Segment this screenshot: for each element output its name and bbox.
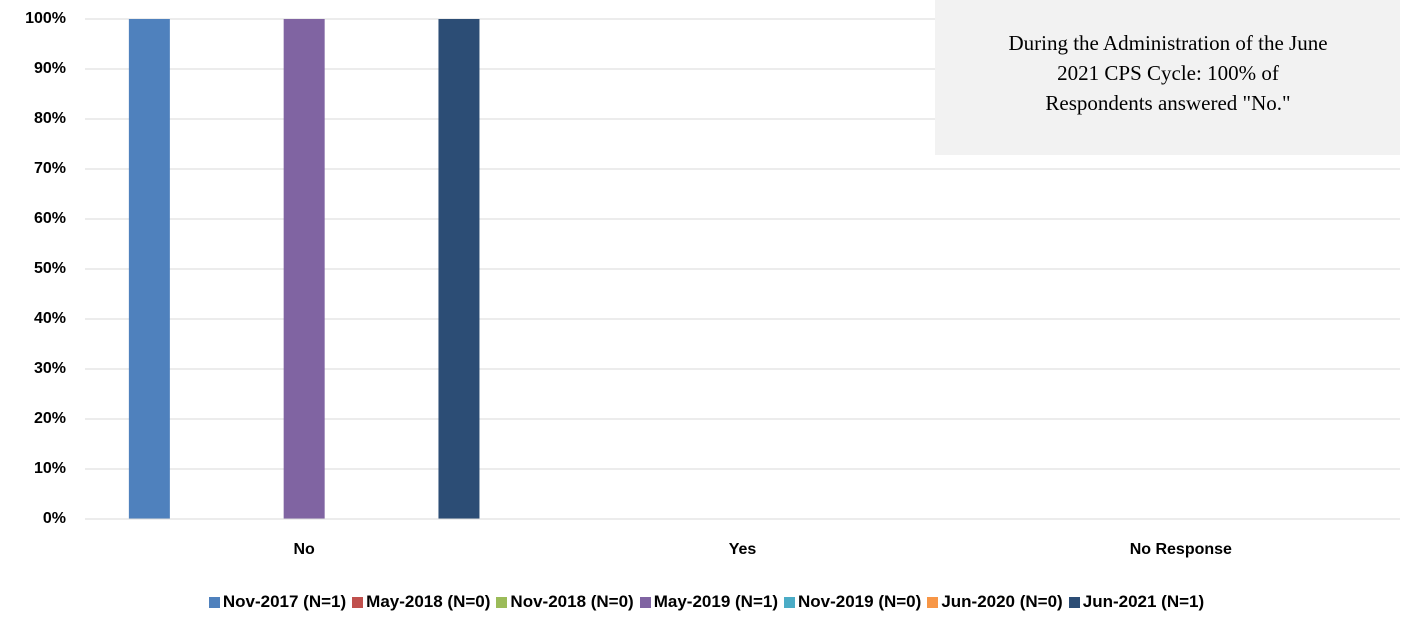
legend: Nov-2017 (N=1) May-2018 (N=0) Nov-2018 (N=… — [0, 592, 1413, 612]
legend-item: May-2019 (N=1) — [639, 592, 778, 612]
chart: 0% 10% 20% 30% 40% 50% 60% 70% 80% 90% 100% No Yes No… — [25, 0, 1400, 558]
bar — [438, 19, 480, 519]
y-tick-label: 60% — [34, 210, 66, 227]
legend-swatch — [208, 596, 220, 608]
bar — [128, 19, 170, 519]
legend-item: Jun-2020 (N=0) — [927, 592, 1063, 612]
legend-swatch — [784, 596, 795, 608]
legend-label: Nov-2017 (N=1) — [222, 592, 347, 611]
legend-label: Nov-2018 (N=0) — [510, 592, 634, 611]
legend-swatch — [352, 596, 364, 608]
legend-swatch — [927, 596, 939, 608]
x-tick-label: No Response — [1130, 541, 1232, 558]
legend-label: May-2019 (N=1) — [653, 592, 778, 611]
y-tick-label: 90% — [34, 60, 66, 77]
annotation-text: 2021 CPS Cycle: 100% of — [1057, 61, 1279, 85]
legend-label: May-2018 (N=0) — [366, 592, 491, 611]
y-tick-label: 20% — [34, 410, 66, 427]
y-tick-label: 50% — [34, 260, 66, 277]
y-tick-label: 0% — [43, 510, 66, 527]
y-tick-label: 10% — [34, 460, 66, 477]
legend-swatch — [1068, 596, 1080, 608]
y-tick-label: 40% — [34, 310, 66, 327]
y-tick-label: 100% — [25, 10, 66, 27]
annotation-box — [935, 0, 1400, 155]
legend-item: Nov-2019 (N=0) — [784, 592, 921, 612]
y-tick-label: 30% — [34, 360, 66, 377]
annotation-text: During the Administration of the June — [1008, 31, 1327, 55]
x-tick-label: Yes — [729, 541, 757, 558]
legend-swatch — [496, 596, 508, 608]
x-tick-label: No — [294, 541, 316, 558]
y-tick-label: 80% — [34, 110, 66, 127]
legend-label: Nov-2019 (N=0) — [798, 592, 922, 611]
y-tick-label: 70% — [34, 160, 66, 177]
legend-label: Jun-2020 (N=0) — [941, 592, 1063, 611]
legend-item: May-2018 (N=0) — [352, 592, 490, 612]
legend-item: Jun-2021 (N=1) — [1068, 592, 1205, 612]
legend-swatch — [639, 596, 651, 608]
annotation-text: Respondents answered "No." — [1045, 91, 1290, 115]
legend-item: Nov-2018 (N=0) — [496, 592, 634, 612]
bar — [283, 19, 325, 519]
legend-item: Nov-2017 (N=1) — [208, 592, 347, 612]
legend-label: Jun-2021 (N=1) — [1082, 592, 1205, 611]
